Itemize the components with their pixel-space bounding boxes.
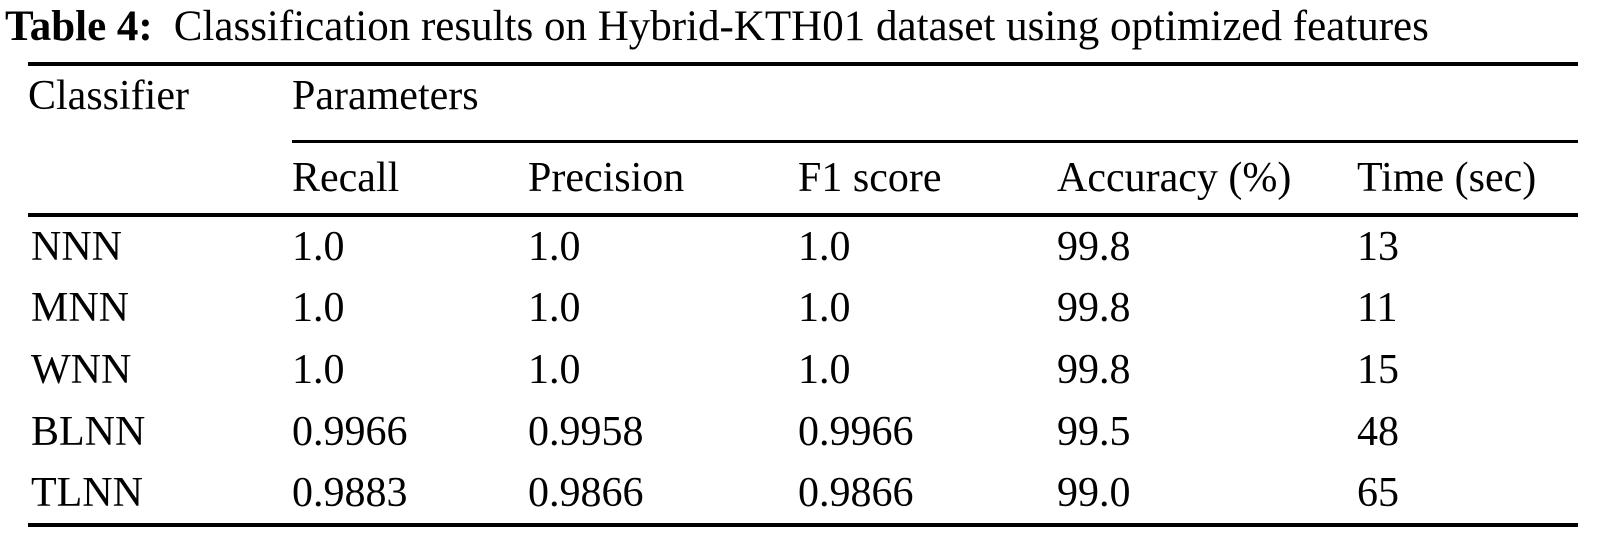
column-header-row: Recall Precision F1 score Accuracy (%) T… [28, 141, 1579, 217]
table-row-tlnn: TLNN 0.9883 0.9866 0.9866 99.0 65 [28, 463, 1578, 525]
cell-recall: 1.0 [292, 347, 345, 393]
cell-recall: 1.0 [292, 224, 345, 270]
cell-recall: 0.9883 [292, 470, 408, 516]
cell-classifier: NNN [31, 224, 122, 270]
classification-results-table: Classifier Parameters Recall Precision F… [28, 62, 1579, 527]
classifier-column-header: Classifier [28, 64, 292, 217]
cell-classifier: WNN [31, 347, 132, 393]
cell-f1-score: 0.9966 [798, 409, 914, 455]
cell-classifier: TLNN [31, 470, 143, 516]
cell-recall: 0.9966 [292, 409, 408, 455]
parameters-group-header: Parameters [292, 64, 1579, 143]
table-row-mnn: MNN 1.0 1.0 1.0 99.8 11 [28, 277, 1578, 339]
cell-time: 48 [1357, 409, 1399, 455]
cell-precision: 0.9958 [528, 409, 644, 455]
cell-precision: 1.0 [528, 347, 581, 393]
cell-accuracy: 99.8 [1057, 224, 1131, 270]
table-row-nnn: NNN 1.0 1.0 1.0 99.8 13 [28, 215, 1578, 277]
cell-f1-score: 1.0 [798, 347, 851, 393]
cell-classifier: BLNN [31, 409, 146, 455]
group-header-row: Classifier Parameters [28, 64, 1579, 217]
cell-accuracy: 99.8 [1057, 285, 1131, 331]
cell-time: 11 [1357, 285, 1398, 331]
column-header-accuracy: Accuracy (%) [1057, 141, 1357, 217]
cell-accuracy: 99.0 [1057, 470, 1131, 516]
cell-time: 65 [1357, 470, 1399, 516]
caption-label: Table 4: [5, 3, 153, 50]
cell-time: 13 [1357, 224, 1399, 270]
table-caption: Table 4: Classification results on Hybrid… [5, 2, 1429, 52]
cell-precision: 0.9866 [528, 470, 644, 516]
column-header-recall: Recall [292, 141, 528, 217]
column-header-precision: Precision [528, 141, 798, 217]
cell-f1-score: 1.0 [798, 285, 851, 331]
cell-accuracy: 99.5 [1057, 409, 1131, 455]
caption-text: Classification results on Hybrid-KTH01 d… [173, 3, 1429, 50]
column-header-f1-score: F1 score [798, 141, 1057, 217]
cell-accuracy: 99.8 [1057, 347, 1131, 393]
table-row-blnn: BLNN 0.9966 0.9958 0.9966 99.5 48 [28, 401, 1578, 463]
cell-recall: 1.0 [292, 285, 345, 331]
cell-time: 15 [1357, 347, 1399, 393]
cell-precision: 1.0 [528, 285, 581, 331]
cell-classifier: MNN [31, 285, 130, 331]
cell-f1-score: 1.0 [798, 224, 851, 270]
column-header-time: Time (sec) [1357, 141, 1579, 217]
cell-f1-score: 0.9866 [798, 470, 914, 516]
table-row-wnn: WNN 1.0 1.0 1.0 99.8 15 [28, 339, 1578, 401]
cell-precision: 1.0 [528, 224, 581, 270]
